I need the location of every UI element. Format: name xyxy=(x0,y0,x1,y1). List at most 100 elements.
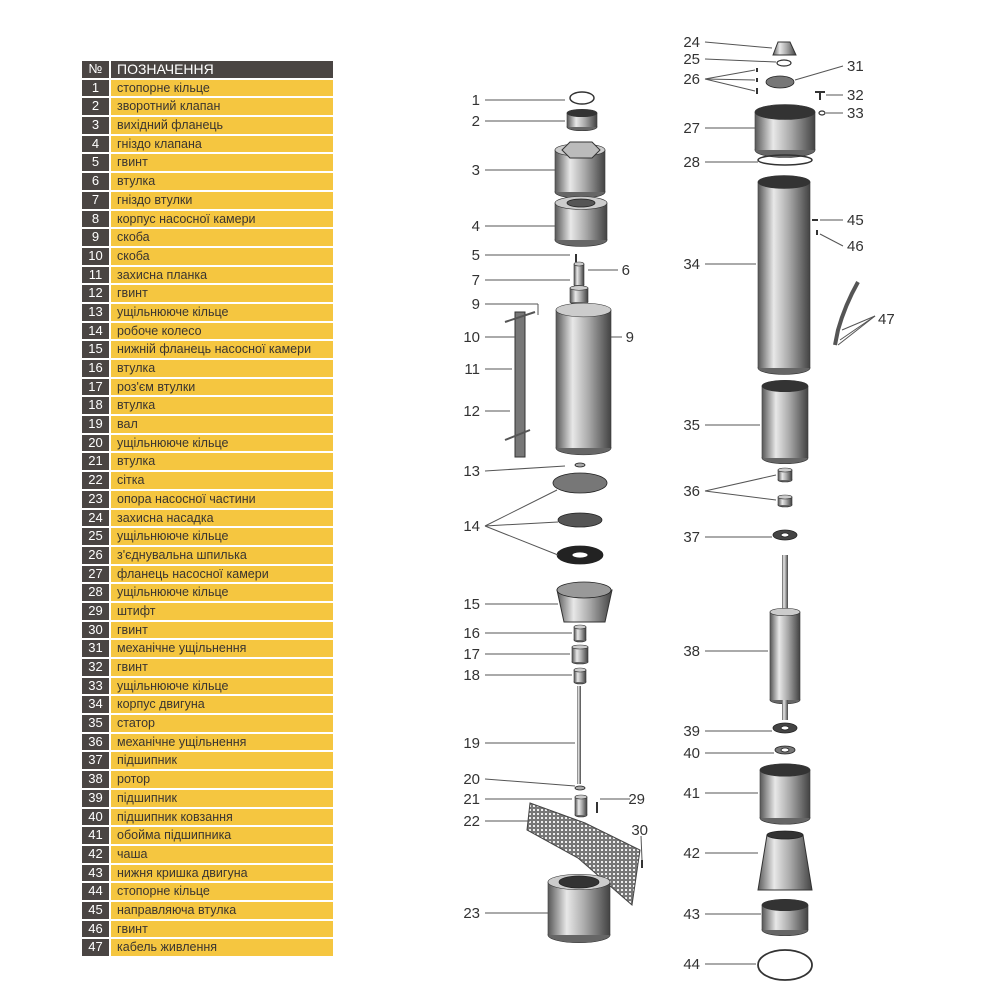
stator-35 xyxy=(761,379,809,465)
legend-row: 37 підшипник xyxy=(82,752,333,770)
part-name: кабель живлення xyxy=(111,939,333,956)
legend-row: 16 втулка xyxy=(82,360,333,377)
impeller-14c-hole xyxy=(571,551,589,559)
part-name: вихідний фланець xyxy=(111,117,333,134)
rotor-shaft-lower xyxy=(782,700,788,720)
legend-row: 6 втулка xyxy=(82,173,333,190)
leader-line xyxy=(704,69,756,80)
bushing-21 xyxy=(574,794,588,818)
leader-line xyxy=(819,233,844,247)
part-name: підшипник xyxy=(111,752,333,770)
bushing-connector-17-top xyxy=(571,644,589,650)
part-name: гвинт xyxy=(111,154,333,172)
part-number: 40 xyxy=(82,808,109,826)
leader-line xyxy=(640,835,643,861)
callout-number: 23 xyxy=(463,905,480,922)
leader-line xyxy=(837,315,876,346)
rotor-38-top xyxy=(769,607,801,617)
mech-seal-36a-top xyxy=(777,467,793,473)
part-number: 8 xyxy=(82,210,109,228)
legend-row: 32 гвинт xyxy=(82,659,333,676)
callout-number: 10 xyxy=(463,329,480,346)
bushing-6-top xyxy=(573,261,585,267)
legend-row: 30 гвинт xyxy=(82,621,333,639)
part-number: 26 xyxy=(82,546,109,564)
retaining-ring-44 xyxy=(757,949,813,981)
callout-number: 30 xyxy=(631,822,648,839)
bushing-16-fill xyxy=(574,627,586,640)
callout-number: 46 xyxy=(847,238,864,255)
part-number: 29 xyxy=(82,602,109,620)
legend-row: 43 нижня кришка двигуна xyxy=(82,864,333,882)
part-number: 33 xyxy=(82,677,109,695)
callout-number: 27 xyxy=(683,120,700,137)
parts-legend-table: № ПОЗНАЧЕННЯ 1 стопорне кільце 2 зворотний … xyxy=(82,61,333,958)
callout-number: 14 xyxy=(463,518,480,535)
callout-number: 17 xyxy=(463,646,480,663)
callout-number: 47 xyxy=(878,311,895,328)
callout-number: 37 xyxy=(683,529,700,546)
bushing-connector-17 xyxy=(571,644,589,665)
part-number: 44 xyxy=(82,883,109,900)
legend-row: 29 штифт xyxy=(82,602,333,620)
legend-row: 11 захисна планка xyxy=(82,266,333,284)
legend-row: 44 стопорне кільце xyxy=(82,883,333,900)
callout-number: 16 xyxy=(463,625,480,642)
bushing-6 xyxy=(573,261,585,288)
part-number: 24 xyxy=(82,509,109,527)
callout-number: 15 xyxy=(463,596,480,613)
part-number: 14 xyxy=(82,322,109,340)
impeller-14b xyxy=(557,512,603,528)
part-number: 6 xyxy=(82,173,109,190)
impeller-14a xyxy=(552,472,608,494)
leader-line xyxy=(484,489,558,527)
part-number: 13 xyxy=(82,303,109,321)
part-name: робоче колесо xyxy=(111,322,333,340)
callout-number: 3 xyxy=(472,162,480,179)
legend-row: 23 опора насосної частини xyxy=(82,490,333,508)
header-label: ПОЗНАЧЕННЯ xyxy=(111,61,333,78)
part-number: 36 xyxy=(82,733,109,751)
callout-number: 40 xyxy=(683,745,700,762)
strainer-22 xyxy=(526,802,641,906)
shaft-19 xyxy=(577,686,581,784)
leader-line xyxy=(484,465,566,472)
part-number: 32 xyxy=(82,659,109,676)
part-number: 7 xyxy=(82,191,109,209)
bushing-connector-17-fill xyxy=(572,647,588,662)
protective-cap-24 xyxy=(772,41,797,56)
part-name: ущільнююче кільце xyxy=(111,303,333,321)
callout-number: 25 xyxy=(683,51,700,68)
callout-number: 2 xyxy=(472,113,480,130)
retaining-ring-1 xyxy=(569,91,595,105)
legend-row: 25 ущільнююче кільце xyxy=(82,528,333,545)
legend-row: 40 підшипник ковзання xyxy=(82,808,333,826)
part-name: направляюча втулка xyxy=(111,901,333,919)
part-number: 9 xyxy=(82,229,109,246)
part-number: 19 xyxy=(82,416,109,433)
callout-number: 35 xyxy=(683,417,700,434)
pump-chamber-body-8-top xyxy=(555,302,612,318)
bushing-18-fill xyxy=(574,670,586,682)
legend-row: 4 гніздо клапана xyxy=(82,135,333,153)
legend-row: 14 робоче колесо xyxy=(82,322,333,340)
callout-number: 11 xyxy=(464,361,480,378)
callout-number: 36 xyxy=(683,483,700,500)
cup-42-top xyxy=(766,830,804,840)
part-name: втулка xyxy=(111,173,333,190)
part-number: 4 xyxy=(82,135,109,153)
part-name: статор xyxy=(111,715,333,732)
part-number: 23 xyxy=(82,490,109,508)
callout-number: 4 xyxy=(472,218,480,235)
part-name: скоба xyxy=(111,247,333,265)
part-name: гвинт xyxy=(111,920,333,938)
part-name: нижній фланець насосної камери xyxy=(111,341,333,358)
pump-chamber-body-8-fill xyxy=(556,310,611,448)
chamber-flange-27 xyxy=(754,104,816,158)
part-name: з'єднувальна шпилька xyxy=(111,546,333,564)
legend-row: 24 захисна насадка xyxy=(82,509,333,527)
part-name: захисна планка xyxy=(111,266,333,284)
legend-row: 3 вихідний фланець xyxy=(82,117,333,134)
legend-row: 27 фланець насосної камери xyxy=(82,565,333,583)
part-name: захисна насадка xyxy=(111,509,333,527)
